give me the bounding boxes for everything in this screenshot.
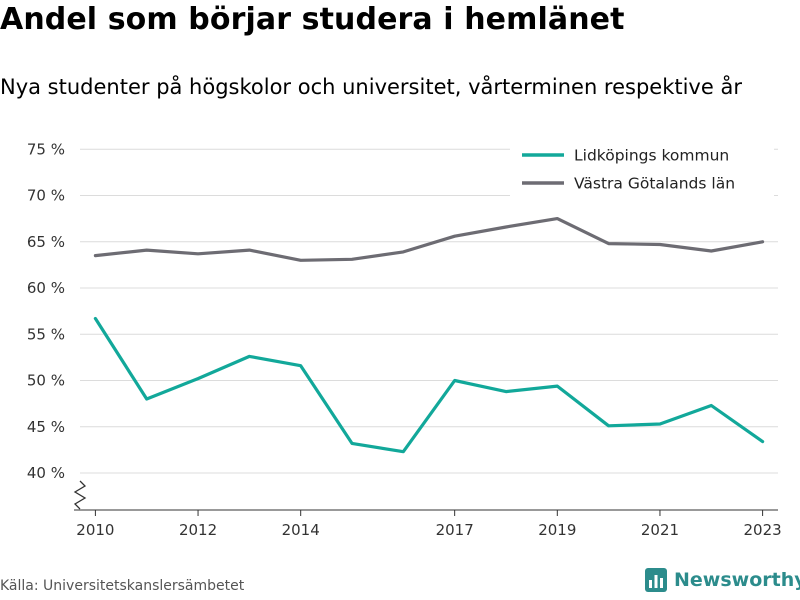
y-tick-label: 50 %: [27, 372, 65, 390]
x-tick-label: 2023: [744, 521, 782, 539]
y-tick-label: 70 %: [27, 187, 65, 205]
x-tick-label: 2019: [538, 521, 576, 539]
y-tick-label: 45 %: [27, 418, 65, 436]
axis-break-icon: [73, 480, 87, 510]
x-tick-label: 2010: [76, 521, 114, 539]
data-point: [299, 364, 303, 368]
data-point: [350, 441, 354, 445]
data-point: [93, 317, 97, 321]
data-point: [299, 258, 303, 262]
data-point: [453, 379, 457, 383]
series-line-1: [93, 217, 765, 262]
data-point: [709, 249, 713, 253]
brand-name: Newsworthy: [674, 569, 800, 591]
data-point: [504, 225, 508, 229]
x-tick-label: 2021: [641, 521, 679, 539]
data-point: [709, 403, 713, 407]
newsworthy-logo-icon: [645, 568, 667, 592]
x-tick-label: 2017: [436, 521, 474, 539]
data-point: [401, 450, 405, 454]
data-point: [401, 250, 405, 254]
data-point: [350, 257, 354, 261]
series-line-0: [93, 316, 765, 454]
data-point: [247, 354, 251, 358]
y-tick-label: 65 %: [27, 233, 65, 251]
y-tick-label: 60 %: [27, 279, 65, 297]
data-point: [555, 217, 559, 221]
data-point: [658, 243, 662, 247]
legend-box: [510, 136, 774, 200]
y-tick-label: 40 %: [27, 464, 65, 482]
y-tick-label: 55 %: [27, 325, 65, 343]
x-tick-label: 2012: [179, 521, 217, 539]
legend-label: Lidköpings kommun: [574, 147, 729, 165]
data-point: [607, 242, 611, 246]
data-point: [504, 390, 508, 394]
data-point: [607, 424, 611, 428]
data-point: [145, 248, 149, 252]
data-point: [196, 252, 200, 256]
data-point: [196, 377, 200, 381]
legend-label: Västra Götalands län: [574, 175, 735, 193]
chart-subtitle: Nya studenter på högskolor och universit…: [0, 75, 742, 99]
source-note: Källa: Universitetskanslersämbetet: [0, 578, 245, 594]
brand-logo-block: Newsworthy: [645, 568, 800, 592]
data-point: [93, 254, 97, 258]
data-point: [761, 440, 765, 444]
data-point: [145, 397, 149, 401]
y-tick-label: 75 %: [27, 140, 65, 158]
x-tick-label: 2014: [282, 521, 320, 539]
data-point: [555, 384, 559, 388]
data-point: [247, 248, 251, 252]
data-point: [761, 240, 765, 244]
chart-title: Andel som börjar studera i hemlänet: [0, 2, 625, 37]
data-point: [453, 234, 457, 238]
data-point: [658, 422, 662, 426]
